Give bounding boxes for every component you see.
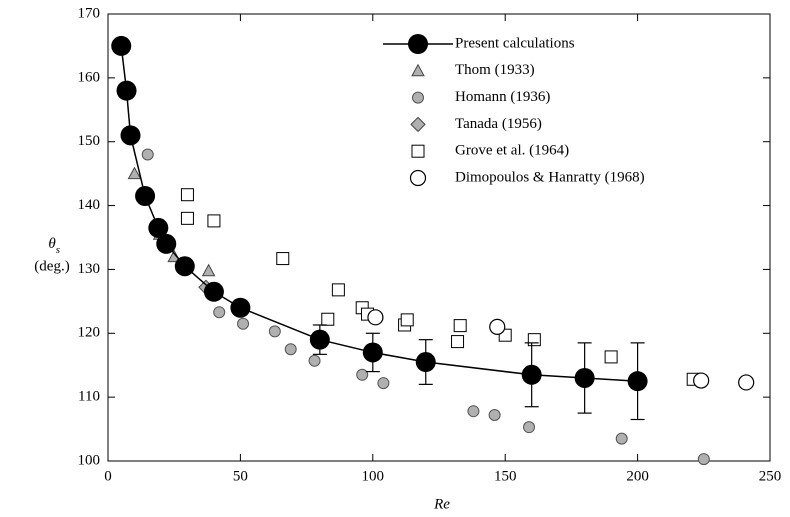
data-point xyxy=(451,335,465,349)
data-point xyxy=(415,352,436,373)
series-line xyxy=(120,45,638,382)
legend-label: Present calculations xyxy=(455,35,575,51)
data-point xyxy=(120,125,141,146)
x-tick-label: 0 xyxy=(104,468,112,484)
data-point xyxy=(738,374,755,391)
data-point xyxy=(207,214,221,228)
data-point xyxy=(321,312,335,326)
data-point xyxy=(174,256,195,277)
data-point xyxy=(489,318,506,335)
data-point xyxy=(230,297,251,318)
data-point xyxy=(135,185,156,206)
data-point xyxy=(367,309,384,326)
legend-marker xyxy=(411,63,425,77)
y-axis-unit: (deg.) xyxy=(34,258,69,274)
data-point xyxy=(148,217,169,238)
x-tick-label: 200 xyxy=(626,468,649,484)
legend-label: Homann (1936) xyxy=(455,89,550,105)
y-tick-label: 120 xyxy=(78,325,101,341)
x-tick-label: 250 xyxy=(759,468,782,484)
y-tick-label: 110 xyxy=(78,389,100,405)
data-point xyxy=(574,367,595,388)
data-point xyxy=(604,350,618,364)
data-point xyxy=(237,317,250,330)
plot-frame xyxy=(107,13,771,462)
data-point xyxy=(284,343,297,356)
y-tick-label: 140 xyxy=(78,197,101,213)
legend-marker xyxy=(412,91,424,104)
data-point xyxy=(693,372,710,389)
x-axis-label: Re xyxy=(433,496,450,512)
data-point xyxy=(697,453,710,466)
y-tick-label: 130 xyxy=(78,261,101,277)
legend-marker xyxy=(409,169,427,187)
data-point xyxy=(180,211,194,225)
data-point xyxy=(203,281,224,302)
data-point xyxy=(400,313,414,327)
data-point xyxy=(521,364,542,385)
legend-label: Dimopoulos & Hanratty (1968) xyxy=(455,169,645,185)
data-point xyxy=(141,148,154,161)
data-point xyxy=(127,166,142,180)
data-point xyxy=(453,319,467,333)
data-point xyxy=(180,188,194,202)
data-point xyxy=(268,325,281,338)
data-point xyxy=(523,421,536,434)
y-tick-label: 150 xyxy=(78,133,101,149)
data-point xyxy=(156,233,177,254)
data-point xyxy=(213,306,226,319)
y-tick-label: 160 xyxy=(78,69,101,85)
data-point xyxy=(276,252,290,266)
legend-label: Thom (1933) xyxy=(455,62,535,78)
data-point xyxy=(527,333,541,347)
x-tick-label: 100 xyxy=(362,468,385,484)
y-axis-symbol: θs xyxy=(48,236,60,255)
y-tick-label: 100 xyxy=(78,452,101,468)
legend-marker xyxy=(411,144,425,158)
data-point xyxy=(116,80,137,101)
legend-marker xyxy=(408,34,428,54)
y-axis-subscript: s xyxy=(56,244,60,256)
data-point xyxy=(627,371,648,392)
data-point xyxy=(111,35,132,56)
y-axis-symbol-main: θ xyxy=(48,236,56,252)
data-point xyxy=(309,329,330,350)
x-tick-label: 50 xyxy=(233,468,248,484)
legend-label: Tanada (1956) xyxy=(455,116,542,132)
data-point xyxy=(615,432,628,445)
data-point xyxy=(308,354,321,367)
data-point xyxy=(377,377,390,390)
data-point xyxy=(467,405,480,418)
legend-label: Grove et al. (1964) xyxy=(455,143,569,159)
data-point xyxy=(356,368,369,381)
data-point xyxy=(488,409,501,422)
x-tick-label: 150 xyxy=(494,468,517,484)
legend-marker xyxy=(410,116,426,133)
data-point xyxy=(331,283,345,297)
data-point xyxy=(362,342,383,363)
data-point xyxy=(201,263,216,277)
y-tick-label: 170 xyxy=(78,5,101,21)
